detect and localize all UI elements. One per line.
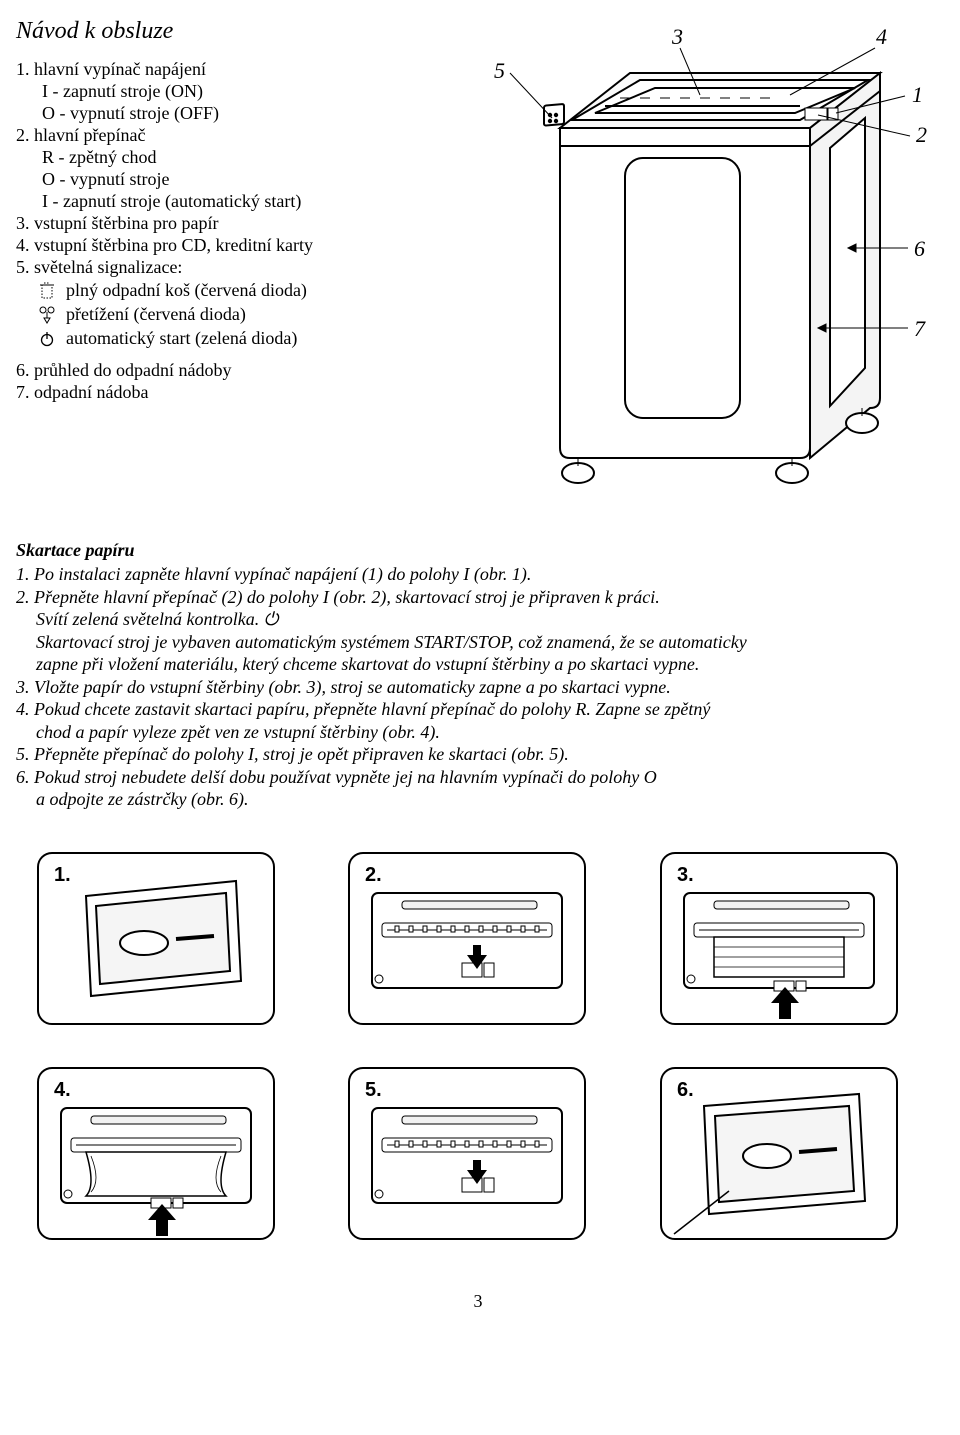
diagram-label-1: 1	[912, 82, 923, 108]
step-num-4: 4.	[54, 1079, 71, 1101]
signal-overload: přetížení (červená dioda)	[16, 304, 440, 326]
step-2: 2.	[347, 851, 587, 1026]
page-number: 3	[16, 1291, 940, 1312]
instr-4: 4. Pokud chcete zastavit skartaci papíru…	[16, 698, 940, 721]
instr-1: 1. Po instalaci zapněte hlavní vypínač n…	[16, 563, 940, 586]
step-4: 4.	[36, 1066, 276, 1241]
instr-2b: Svítí zelená světelná kontrolka. ⏻	[16, 608, 940, 631]
part-5: 5. světelná signalizace:	[16, 257, 440, 278]
shredder-diagram: 3 4 5 1 2 6 7	[460, 18, 940, 518]
page-title: Návod k obsluze	[16, 18, 440, 45]
step-num-5: 5.	[365, 1079, 382, 1101]
part-1: 1. hlavní vypínač napájení	[16, 59, 440, 80]
instr-4b: chod a papír vyleze zpět ven ze vstupní …	[16, 721, 940, 744]
step-num-6: 6.	[677, 1079, 694, 1101]
part-3: 3. vstupní štěrbina pro papír	[16, 213, 440, 234]
instr-6: 6. Pokud stroj nebudete delší dobu použí…	[16, 766, 940, 789]
overload-icon	[38, 306, 56, 324]
shredder-svg	[460, 18, 940, 508]
step-num-3: 3.	[677, 864, 694, 886]
instr-2: 2. Přepněte hlavní přepínač (2) do poloh…	[16, 586, 940, 609]
signal-bin-full: plný odpadní koš (červená dioda)	[16, 280, 440, 302]
part-2-sub-2: I - zapnutí stroje (automatický start)	[16, 191, 440, 212]
top-row: Návod k obsluze 1. hlavní vypínač napáje…	[16, 18, 940, 518]
bin-full-icon	[38, 282, 56, 300]
instr-3: 3. Vložte papír do vstupní štěrbiny (obr…	[16, 676, 940, 699]
part-2: 2. hlavní přepínač	[16, 125, 440, 146]
steps-grid: 1. 2.	[16, 851, 940, 1241]
signal-auto-start: automatický start (zelená dioda)	[16, 328, 440, 350]
part-4: 4. vstupní štěrbina pro CD, kreditní kar…	[16, 235, 440, 256]
step-6: 6.	[659, 1066, 899, 1241]
diagram-label-4: 4	[876, 24, 887, 50]
part-1-sub-1: O - vypnutí stroje (OFF)	[16, 103, 440, 124]
instr-2c: Skartovací stroj je vybaven automatickým…	[16, 631, 940, 654]
step-num-1: 1.	[54, 864, 71, 886]
diagram-label-7: 7	[914, 316, 925, 342]
part-7: 7. odpadní nádoba	[16, 382, 440, 403]
part-1-sub-0: I - zapnutí stroje (ON)	[16, 81, 440, 102]
diagram-label-2: 2	[916, 122, 927, 148]
diagram-label-5: 5	[494, 58, 505, 84]
part-2-sub-1: O - vypnutí stroje	[16, 169, 440, 190]
step-1: 1.	[36, 851, 276, 1026]
diagram-label-6: 6	[914, 236, 925, 262]
instr-5: 5. Přepněte přepínač do polohy I, stroj …	[16, 743, 940, 766]
instr-6b: a odpojte ze zástrčky (obr. 6).	[16, 788, 940, 811]
step-3: 3.	[659, 851, 899, 1026]
text-column: Návod k obsluze 1. hlavní vypínač napáje…	[16, 18, 440, 518]
instructions-block: 1. Po instalaci zapněte hlavní vypínač n…	[16, 563, 940, 811]
section-heading: Skartace papíru	[16, 540, 940, 561]
power-icon	[38, 330, 56, 348]
instr-2d: zapne při vložení materiálu, který chcem…	[16, 653, 940, 676]
step-num-2: 2.	[365, 864, 382, 886]
diagram-label-3: 3	[672, 24, 683, 50]
part-6: 6. průhled do odpadní nádoby	[16, 360, 440, 381]
parts-list: 1. hlavní vypínač napájení I - zapnutí s…	[16, 59, 440, 403]
step-5: 5.	[347, 1066, 587, 1241]
part-2-sub-0: R - zpětný chod	[16, 147, 440, 168]
